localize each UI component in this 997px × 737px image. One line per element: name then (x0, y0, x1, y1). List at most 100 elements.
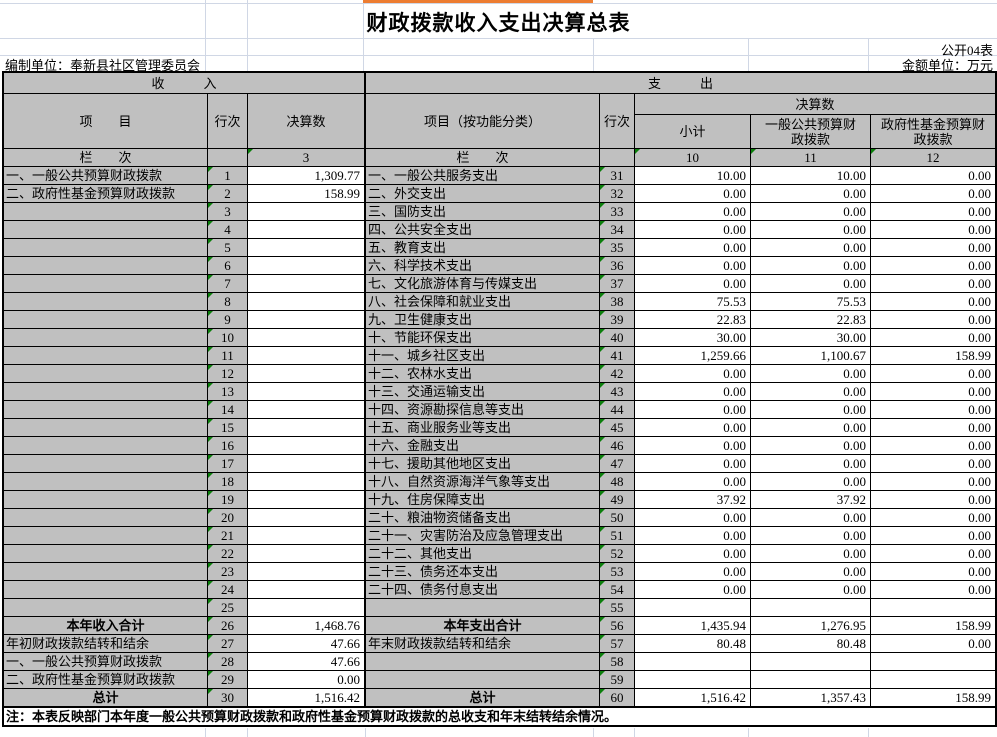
expense-line-cell[interactable]: 51 (600, 527, 635, 545)
column-index-subtotal[interactable]: 10 (635, 149, 751, 167)
income-value-cell[interactable] (248, 491, 366, 509)
income-item-cell[interactable] (4, 473, 208, 491)
expense-line-cell[interactable]: 47 (600, 455, 635, 473)
income-line-cell[interactable]: 25 (208, 599, 248, 617)
expense-item-cell[interactable]: 二十一、灾害防治及应急管理支出 (366, 527, 600, 545)
expense-fund-cell[interactable]: 0.00 (871, 383, 995, 401)
income-value-cell[interactable]: 158.99 (248, 185, 366, 203)
header-income-section[interactable]: 收 入 (4, 73, 366, 94)
expense-subtotal-cell[interactable]: 0.00 (635, 185, 751, 203)
expense-fund-cell[interactable]: 0.00 (871, 527, 995, 545)
expense-general-cell[interactable]: 0.00 (751, 509, 871, 527)
header-subtotal-col[interactable]: 小计 (635, 115, 751, 149)
income-value-cell[interactable] (248, 509, 366, 527)
income-value-cell[interactable] (248, 581, 366, 599)
expense-subtotal-cell[interactable]: 0.00 (635, 527, 751, 545)
income-value-cell[interactable] (248, 383, 366, 401)
expense-line-cell[interactable]: 44 (600, 401, 635, 419)
header-expense-item-col[interactable]: 项目（按功能分类） (366, 94, 600, 149)
expense-fund-cell[interactable]: 0.00 (871, 419, 995, 437)
expense-fund-cell[interactable]: 0.00 (871, 293, 995, 311)
expense-line-cell[interactable]: 60 (600, 689, 635, 707)
column-index-general[interactable]: 11 (751, 149, 871, 167)
expense-subtotal-cell[interactable]: 0.00 (635, 419, 751, 437)
expense-item-cell[interactable]: 二十三、债务还本支出 (366, 563, 600, 581)
expense-fund-cell[interactable]: 0.00 (871, 437, 995, 455)
expense-item-cell[interactable]: 二十二、其他支出 (366, 545, 600, 563)
income-item-cell[interactable]: 一、一般公共预算财政拨款 (4, 167, 208, 185)
expense-subtotal-cell[interactable]: 0.00 (635, 221, 751, 239)
expense-subtotal-cell[interactable]: 0.00 (635, 383, 751, 401)
expense-item-cell[interactable]: 十四、资源勘探信息等支出 (366, 401, 600, 419)
expense-fund-cell[interactable]: 0.00 (871, 329, 995, 347)
expense-fund-cell[interactable]: 0.00 (871, 473, 995, 491)
expense-line-cell[interactable]: 54 (600, 581, 635, 599)
expense-line-cell[interactable]: 46 (600, 437, 635, 455)
column-index-income-line-cell[interactable] (208, 149, 248, 167)
income-line-cell[interactable]: 9 (208, 311, 248, 329)
income-line-cell[interactable]: 2 (208, 185, 248, 203)
expense-subtotal-cell[interactable]: 22.83 (635, 311, 751, 329)
expense-fund-cell[interactable]: 0.00 (871, 365, 995, 383)
income-line-cell[interactable]: 16 (208, 437, 248, 455)
header-income-line-col[interactable]: 行次 (208, 94, 248, 149)
expense-general-cell[interactable]: 0.00 (751, 257, 871, 275)
income-item-cell[interactable] (4, 203, 208, 221)
expense-line-cell[interactable]: 50 (600, 509, 635, 527)
expense-fund-cell[interactable]: 0.00 (871, 455, 995, 473)
income-item-cell[interactable] (4, 221, 208, 239)
income-value-cell[interactable] (248, 365, 366, 383)
expense-line-cell[interactable]: 43 (600, 383, 635, 401)
expense-general-cell[interactable]: 0.00 (751, 203, 871, 221)
income-item-cell[interactable] (4, 257, 208, 275)
expense-general-cell[interactable]: 1,100.67 (751, 347, 871, 365)
income-value-cell[interactable]: 47.66 (248, 653, 366, 671)
income-value-cell[interactable] (248, 419, 366, 437)
income-value-cell[interactable] (248, 473, 366, 491)
income-value-cell[interactable] (248, 401, 366, 419)
income-item-cell[interactable]: 年初财政拨款结转和结余 (4, 635, 208, 653)
expense-item-cell[interactable]: 十二、农林水支出 (366, 365, 600, 383)
page-title[interactable]: 财政拨款收入支出决算总表 (366, 11, 631, 35)
income-line-cell[interactable]: 15 (208, 419, 248, 437)
expense-subtotal-cell[interactable]: 30.00 (635, 329, 751, 347)
expense-item-cell[interactable]: 十一、城乡社区支出 (366, 347, 600, 365)
income-item-cell[interactable]: 一、一般公共预算财政拨款 (4, 653, 208, 671)
expense-item-cell[interactable]: 十五、商业服务业等支出 (366, 419, 600, 437)
income-item-cell[interactable] (4, 401, 208, 419)
expense-subtotal-cell[interactable]: 0.00 (635, 275, 751, 293)
expense-line-cell[interactable]: 53 (600, 563, 635, 581)
expense-subtotal-cell[interactable]: 1,435.94 (635, 617, 751, 635)
expense-general-cell[interactable]: 22.83 (751, 311, 871, 329)
income-line-cell[interactable]: 28 (208, 653, 248, 671)
expense-line-cell[interactable]: 41 (600, 347, 635, 365)
expense-general-cell[interactable]: 0.00 (751, 419, 871, 437)
income-line-cell[interactable]: 12 (208, 365, 248, 383)
income-line-cell[interactable]: 22 (208, 545, 248, 563)
income-line-cell[interactable]: 27 (208, 635, 248, 653)
expense-item-cell[interactable]: 十六、金融支出 (366, 437, 600, 455)
expense-fund-cell[interactable]: 158.99 (871, 617, 995, 635)
expense-subtotal-cell[interactable]: 37.92 (635, 491, 751, 509)
expense-line-cell[interactable]: 36 (600, 257, 635, 275)
expense-general-cell[interactable]: 0.00 (751, 221, 871, 239)
income-line-cell[interactable]: 26 (208, 617, 248, 635)
expense-general-cell[interactable] (751, 671, 871, 689)
expense-line-cell[interactable]: 48 (600, 473, 635, 491)
income-value-cell[interactable] (248, 275, 366, 293)
expense-item-cell[interactable]: 五、教育支出 (366, 239, 600, 257)
income-value-cell[interactable] (248, 563, 366, 581)
expense-general-cell[interactable]: 1,276.95 (751, 617, 871, 635)
income-item-cell[interactable] (4, 383, 208, 401)
expense-fund-cell[interactable]: 158.99 (871, 347, 995, 365)
expense-subtotal-cell[interactable]: 75.53 (635, 293, 751, 311)
expense-line-cell[interactable]: 52 (600, 545, 635, 563)
income-line-cell[interactable]: 23 (208, 563, 248, 581)
expense-line-cell[interactable]: 55 (600, 599, 635, 617)
income-line-cell[interactable]: 18 (208, 473, 248, 491)
expense-line-cell[interactable]: 31 (600, 167, 635, 185)
income-item-cell[interactable] (4, 509, 208, 527)
expense-fund-cell[interactable]: 0.00 (871, 491, 995, 509)
income-value-cell[interactable] (248, 455, 366, 473)
income-item-cell[interactable] (4, 239, 208, 257)
